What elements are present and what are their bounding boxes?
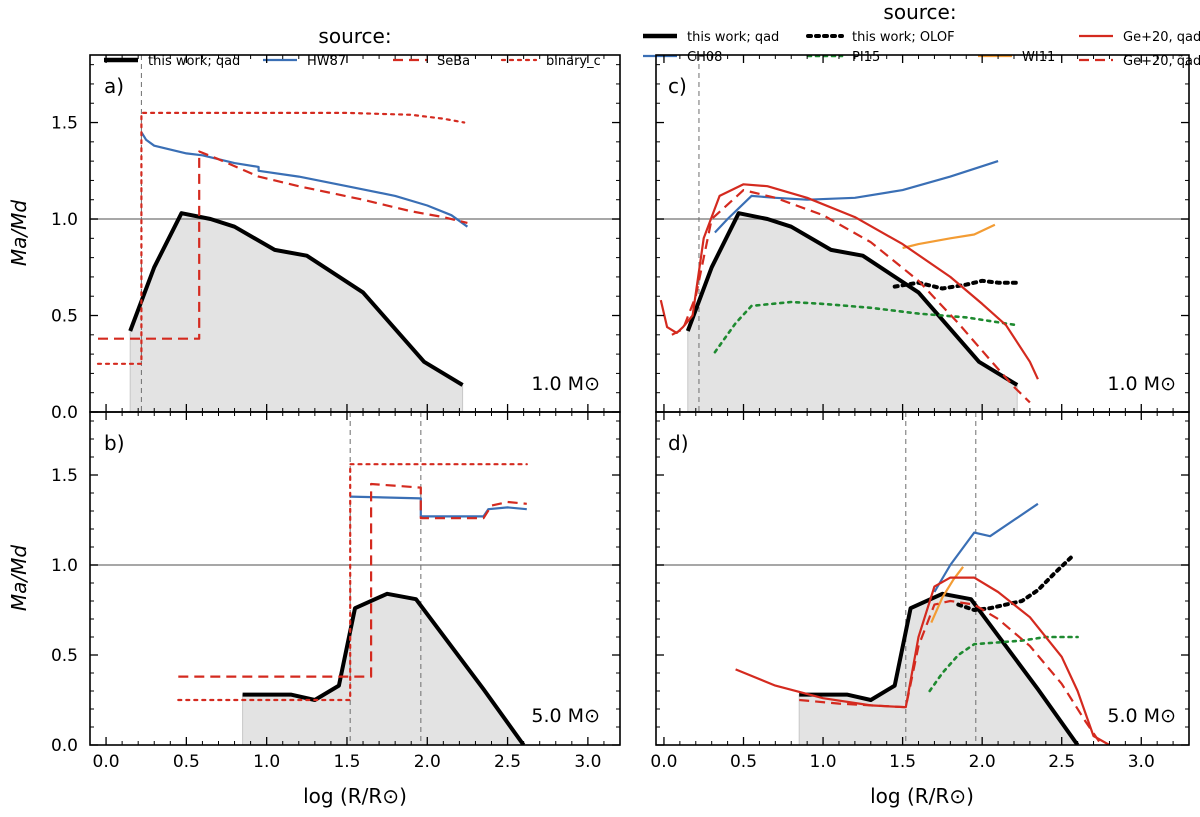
legend-label: this work; qad (687, 30, 779, 45)
y-tick-label: 1.5 (51, 466, 78, 486)
y-tick-label: 0.5 (51, 646, 78, 666)
legend-item: this work; qad (104, 54, 240, 69)
plot-area-c (656, 55, 1189, 412)
x-tick-label: 0.0 (93, 752, 120, 772)
plot-area-a (90, 55, 620, 412)
series-line (735, 576, 1110, 745)
panel-c: c) 1.0 M⊙ (655, 54, 1190, 413)
legend-item: binary_c (500, 54, 601, 69)
shaded-region (687, 212, 1018, 412)
x-axis-label-right: log (R/R⊙) (870, 784, 974, 808)
series-line (956, 552, 1077, 612)
legend-label: this work; qad (148, 54, 240, 69)
plot-area-b (90, 412, 620, 745)
x-axis-label-left: log (R/R⊙) (303, 784, 407, 808)
legend-item: SeBa (393, 54, 470, 69)
x-tick-label: 0.0 (650, 752, 677, 772)
legend-item: this work; qad (643, 30, 779, 45)
series-line (350, 495, 527, 518)
x-tick-label: 1.5 (333, 752, 360, 772)
panel-tag: b) (104, 431, 125, 455)
legend-label: PI15 (852, 50, 880, 65)
shaded-region (129, 212, 464, 412)
plot-area-d (656, 412, 1189, 745)
x-tick-label: 0.5 (730, 752, 757, 772)
series-line (933, 502, 1039, 593)
series-line (140, 131, 469, 228)
series-line (892, 278, 1020, 291)
series-line (177, 463, 528, 702)
x-tick-label: 3.0 (574, 752, 601, 772)
series-line (799, 599, 1103, 745)
shaded-region (798, 593, 1079, 745)
mass-label: 5.0 M⊙ (531, 705, 600, 727)
legend-item: HW87 (263, 54, 346, 69)
series-line (930, 566, 964, 624)
mass-label: 1.0 M⊙ (531, 373, 600, 395)
y-tick-label: 1.0 (51, 556, 78, 576)
panel-tag: c) (668, 74, 687, 98)
series-line (96, 111, 466, 365)
series-line (659, 183, 1039, 380)
legend-label: Ge+20, qad (1123, 30, 1200, 45)
y-tick-label: 1.0 (51, 210, 78, 230)
panel-frame (89, 411, 621, 746)
y-tick-label: 0.5 (51, 307, 78, 327)
x-tick-label: 2.0 (414, 752, 441, 772)
y-axis-label-bottom: Ma/Md (7, 545, 31, 612)
legend-item: PI15 (806, 50, 880, 65)
legend-label: this work; OLOF (852, 30, 955, 45)
legend-item: this work; OLOF (806, 30, 955, 45)
panel-frame (655, 411, 1190, 746)
legend-item: CH08 (643, 50, 722, 65)
legend-label: CH08 (687, 50, 722, 65)
legend-item: Ge+20, q̃ad (1079, 54, 1200, 69)
legend-right-title: source: (883, 0, 956, 24)
series-line (128, 211, 464, 387)
legend-left: source: this work; qad HW87 SeBa binary_c (104, 24, 601, 69)
legend-left-title: source: (318, 24, 391, 48)
x-tick-label: 1.0 (810, 752, 837, 772)
x-tick-label: 2.5 (494, 752, 521, 772)
panel-b: 0.0 0.5 1.0 1.5 2.0 2.5 3.0 0.0 0.5 1.0 1.5 b) 5.0 M… (51, 411, 621, 772)
y-tick-label: 0.0 (51, 736, 78, 756)
x-tick-label: 0.5 (173, 752, 200, 772)
series-line (928, 635, 1079, 693)
legend-right: source: this work; qad CH08 this work; OLO… (643, 0, 1200, 69)
series-line (902, 223, 996, 250)
x-tick-label: 2.0 (969, 752, 996, 772)
shaded-region (242, 593, 525, 745)
series-line (714, 160, 999, 234)
y-tick-label: 1.5 (51, 114, 78, 134)
x-tick-label: 1.0 (253, 752, 280, 772)
legend-label: SeBa (437, 54, 470, 69)
panel-tag: d) (668, 431, 689, 455)
legend-label: binary_c (546, 54, 601, 69)
y-tick-label: 0.0 (51, 403, 78, 423)
series-line (98, 150, 468, 340)
y-axis-label-top: Ma/Md (7, 200, 31, 267)
x-tick-label: 3.0 (1128, 752, 1155, 772)
x-tick-label: 2.5 (1048, 752, 1075, 772)
legend-label: Ge+20, q̃ad (1123, 54, 1200, 69)
legend-label: WI11 (1022, 50, 1055, 65)
panel-a: 0.0 0.5 1.0 1.5 a) 1.0 M⊙ (51, 54, 621, 423)
x-tick-label: 1.5 (889, 752, 916, 772)
legend-item: Ge+20, qad (1079, 30, 1200, 45)
legend-item: WI11 (978, 50, 1055, 65)
series-line (799, 591, 1080, 745)
legend-label: HW87 (307, 54, 346, 69)
mass-label: 5.0 M⊙ (1107, 705, 1176, 727)
panel-d: 0.0 0.5 1.0 1.5 2.0 2.5 3.0 d) 5.0 M⊙ (650, 411, 1190, 772)
series-line (242, 591, 526, 745)
panel-tag: a) (104, 74, 124, 98)
mass-label: 1.0 M⊙ (1107, 373, 1176, 395)
series-line (685, 211, 1019, 387)
series-line (178, 482, 527, 678)
